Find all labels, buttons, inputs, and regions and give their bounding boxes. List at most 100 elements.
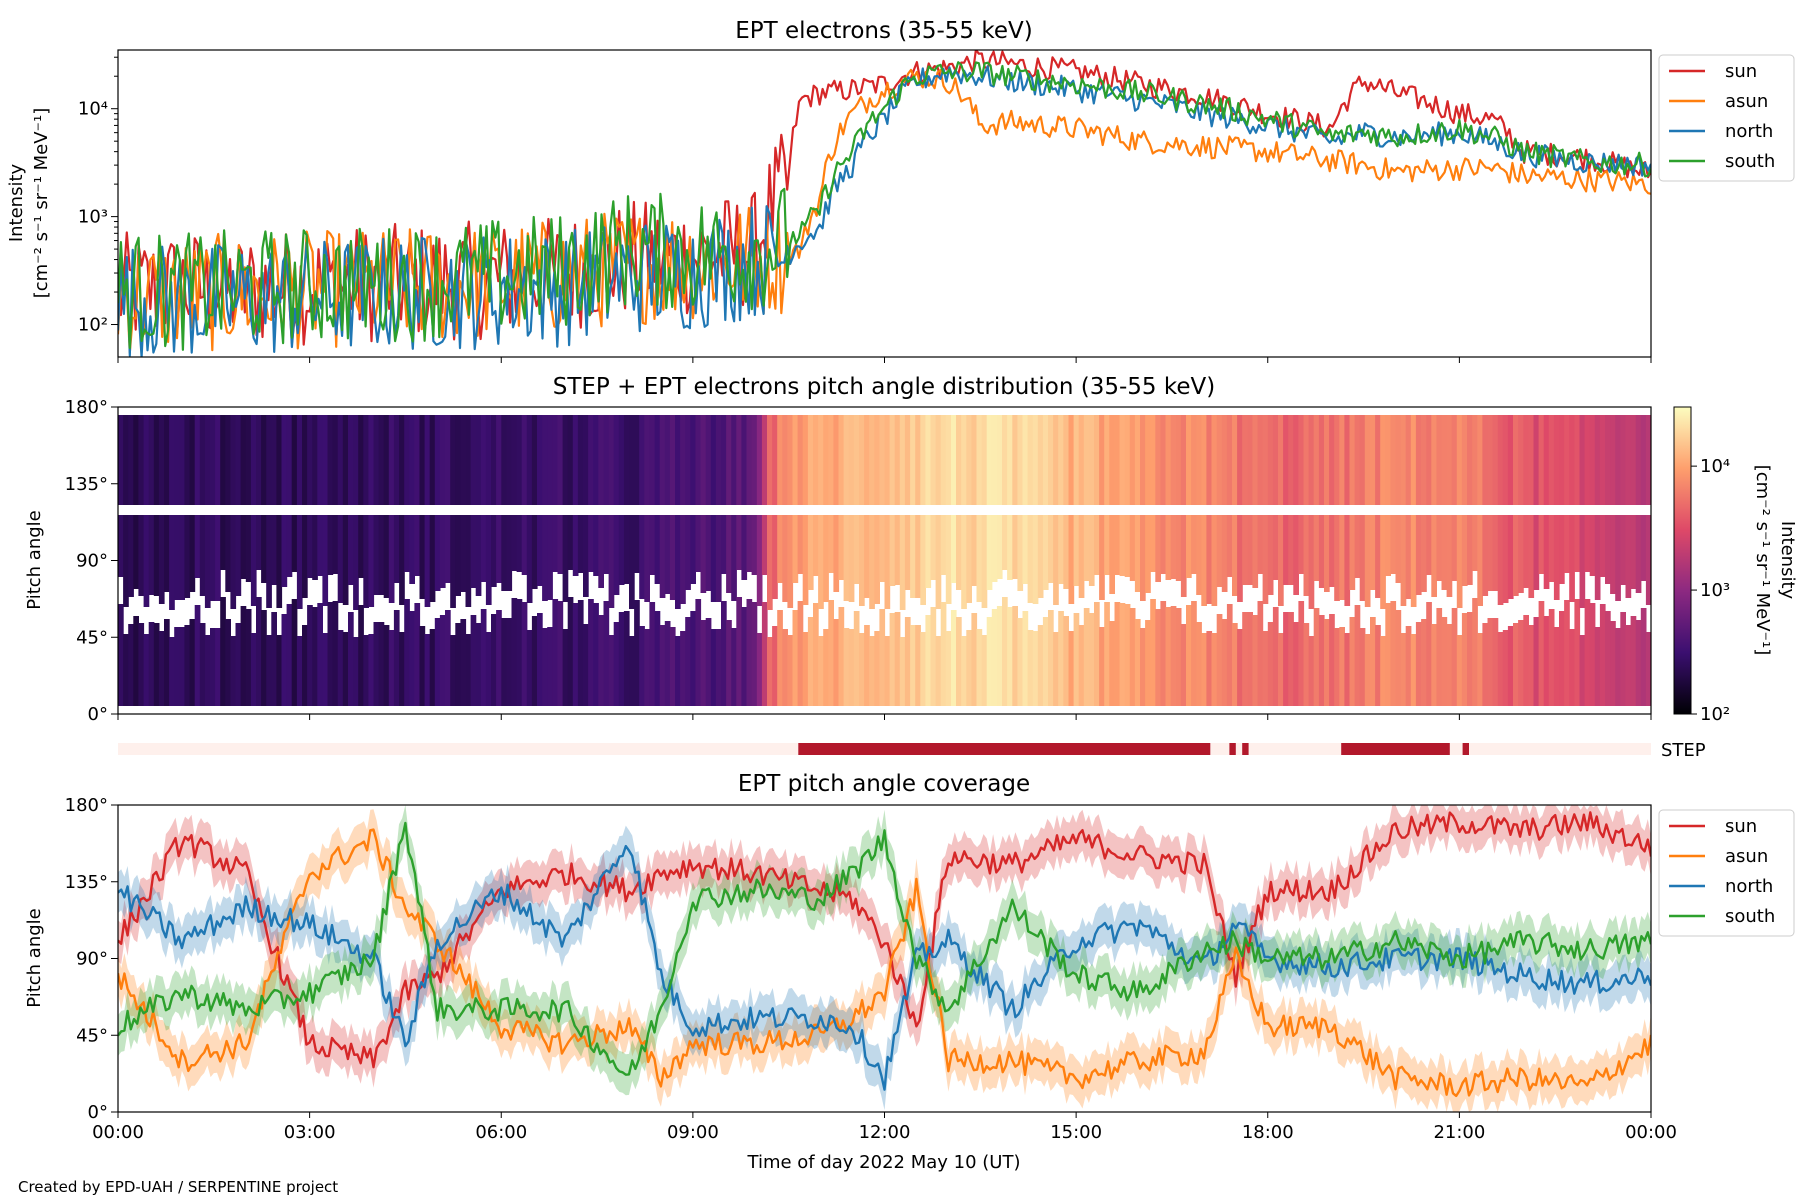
pad-cell [1175, 515, 1182, 581]
pad-cell [1129, 515, 1136, 581]
pad-cell [133, 616, 139, 706]
pad-cell [1410, 515, 1417, 607]
pad-cell [930, 607, 937, 706]
pad-cell [1390, 415, 1397, 505]
pad-cell [194, 415, 201, 505]
pad-cell [1119, 515, 1126, 576]
intensity-lines [118, 50, 1651, 357]
pad-cell [1569, 515, 1575, 602]
pad-cell [455, 623, 461, 706]
pad-cell [1472, 598, 1478, 706]
pad-cell [501, 415, 507, 505]
pad-cell [1405, 415, 1412, 505]
pad-cell [383, 625, 390, 706]
pad-cell [950, 515, 957, 583]
pad-cell [1415, 415, 1422, 505]
pad-cell [537, 613, 543, 706]
pad-cell [445, 610, 451, 706]
pad-cell [179, 627, 185, 706]
pad-cell [363, 515, 369, 608]
coverage-legend-box [1658, 809, 1795, 937]
pad-cell [966, 415, 972, 505]
x-tick-label: 00:00 [92, 1122, 144, 1143]
pad-cell [1088, 515, 1095, 586]
pad-cell [491, 515, 497, 587]
pad-cell [1170, 515, 1177, 579]
pad-cell [1339, 415, 1345, 505]
pad-cell [1180, 515, 1187, 597]
coverage-band-north [118, 825, 1651, 1111]
pad-cell [1538, 601, 1545, 706]
pad-cell [1559, 415, 1565, 505]
pad-cell [777, 415, 783, 505]
pad-cell [1226, 515, 1233, 577]
pad-cell [164, 415, 170, 505]
pad-cell [828, 415, 834, 505]
pad-y-ticks: 0° 45° 90° 135° 180° [65, 397, 118, 725]
pad-cell [1272, 515, 1279, 580]
pad-cell [1487, 515, 1494, 591]
coverage-legend-label-south: south [1725, 906, 1775, 927]
pad-cell [1109, 415, 1115, 505]
pad-cell [1083, 608, 1090, 706]
coverage-lines [118, 811, 1651, 1098]
pad-cell [1252, 415, 1259, 505]
pad-cell [240, 415, 247, 505]
pad-cell [1477, 415, 1483, 505]
pad-cell [1288, 612, 1294, 706]
pad-cell [629, 415, 635, 505]
pad-panel: STEP + EPT electrons pitch angle distrib… [24, 374, 1798, 725]
pad-cell [726, 415, 732, 505]
coverage-y-tick-label: 90° [76, 949, 108, 970]
pad-cell [317, 415, 323, 505]
pad-cell [1134, 415, 1141, 505]
pad-cell [1354, 515, 1361, 578]
pad-cell [215, 515, 221, 601]
pad-cell [787, 415, 794, 505]
pad-cell [158, 631, 165, 706]
pad-cell [1186, 515, 1192, 578]
coverage-legend-label-sun: sun [1725, 816, 1757, 837]
pad-cell [1594, 627, 1601, 706]
pad-cell [256, 515, 262, 570]
pad-cell [567, 415, 574, 505]
pad-cell [950, 415, 957, 505]
pad-cell [818, 636, 824, 706]
pad-cell [419, 626, 426, 706]
pad-cell [1645, 515, 1651, 605]
pad-cell [429, 415, 436, 505]
pad-cell [1507, 415, 1514, 505]
pad-cell [1513, 623, 1519, 706]
pad-cell [874, 515, 880, 604]
pad-cell [940, 415, 947, 505]
pad-cell [337, 515, 344, 603]
pad-cell [204, 415, 211, 505]
pad-cell [715, 629, 722, 706]
pad-cell [848, 515, 855, 602]
pad-cell [996, 415, 1003, 505]
pad-cell [230, 415, 237, 505]
pad-cell [1405, 515, 1412, 599]
pad-cell [828, 600, 834, 706]
pad-cell [537, 515, 543, 586]
pad-cell [1518, 620, 1524, 706]
pad-cell [1068, 415, 1075, 505]
pad-cell [424, 415, 431, 505]
pad-cell [552, 515, 559, 572]
pad-cell [1579, 635, 1586, 706]
pad-cell [1257, 515, 1264, 574]
pad-cell [956, 617, 962, 706]
pad-cell [1216, 515, 1223, 587]
pad-cell [542, 415, 548, 505]
credit-text: Created by EPD-UAH / SERPENTINE project [18, 1178, 338, 1196]
pad-cell [782, 515, 788, 602]
pad-cell [128, 624, 134, 706]
pad-cell [710, 629, 717, 706]
pad-cell [899, 515, 906, 610]
pad-cell [1155, 609, 1161, 706]
pad-cell [506, 515, 513, 591]
pad-cell [608, 515, 615, 608]
pad-cell [1635, 620, 1642, 706]
coverage-y-tick-label: 180° [65, 795, 108, 816]
x-axis-label: Time of day 2022 May 10 (UT) [747, 1152, 1021, 1173]
